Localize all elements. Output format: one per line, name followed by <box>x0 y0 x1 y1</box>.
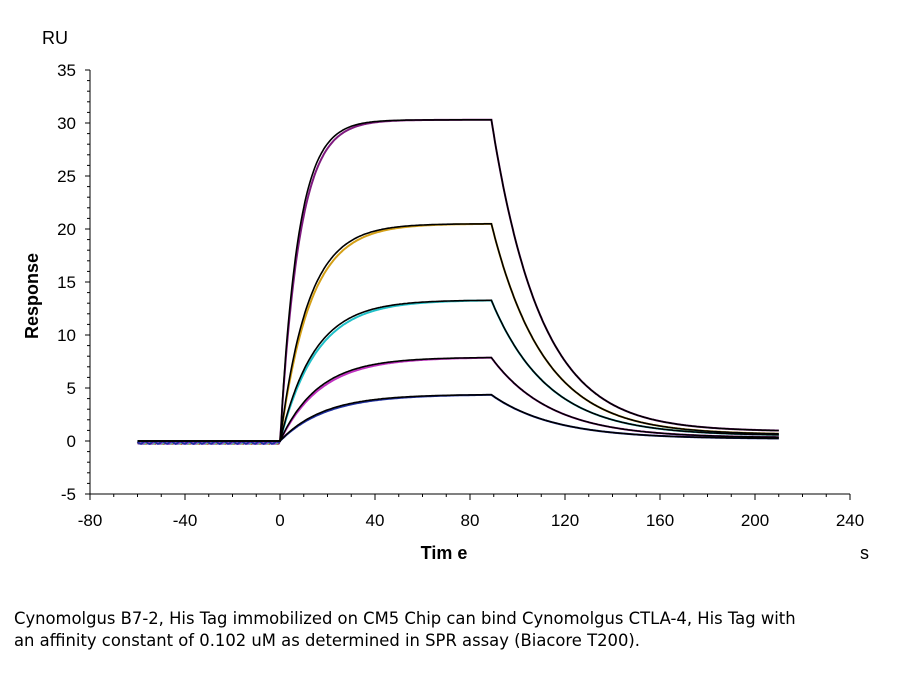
y-tick-label: -5 <box>61 485 76 504</box>
y-axis-title: Response <box>22 253 42 339</box>
data-curves <box>136 118 779 445</box>
figure-caption: Cynomolgus B7-2, His Tag immobilized on … <box>14 609 796 650</box>
x-tick-label: -80 <box>78 511 103 530</box>
fit-curve-line <box>137 393 779 442</box>
y-tick-label: 20 <box>57 220 76 239</box>
x-tick-label: -40 <box>173 511 198 530</box>
y-tick-label: 25 <box>57 167 76 186</box>
y-tick-label: 5 <box>67 379 76 398</box>
data-series-line <box>136 222 779 445</box>
tick-labels: -5 0 5 10 15 20 25 30 35 -80 -40 0 40 80 120 160 200 240 <box>57 61 864 530</box>
x-axis-title: Tim e <box>421 543 468 563</box>
x-unit-label: s <box>860 543 869 563</box>
x-tick-label: 200 <box>741 511 769 530</box>
y-tick-label: 0 <box>67 432 76 451</box>
x-tick-label: 80 <box>461 511 480 530</box>
y-unit-label: RU <box>42 28 68 48</box>
y-tick-label: 15 <box>57 273 76 292</box>
fit-curve-line <box>137 223 779 442</box>
data-series-line <box>137 299 779 445</box>
fit-curve-line <box>137 119 779 442</box>
x-tick-label: 120 <box>551 511 579 530</box>
fit-curve-line <box>137 299 779 442</box>
chart-axes <box>85 69 851 500</box>
x-tick-label: 160 <box>646 511 674 530</box>
x-tick-label: 0 <box>275 511 284 530</box>
y-tick-label: 30 <box>57 114 76 133</box>
y-tick-label: 35 <box>57 61 76 80</box>
x-tick-label: 240 <box>836 511 864 530</box>
y-tick-label: 10 <box>57 326 76 345</box>
x-tick-label: 40 <box>366 511 385 530</box>
